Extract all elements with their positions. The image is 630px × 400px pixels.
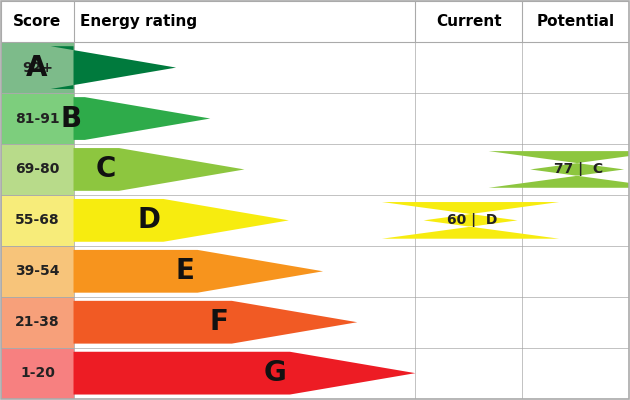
- Polygon shape: [74, 352, 415, 394]
- Bar: [1, 1, 629, 42]
- Bar: [1, 144, 74, 195]
- Text: 21-38: 21-38: [15, 315, 60, 329]
- Text: 69-80: 69-80: [15, 162, 60, 176]
- Text: Potential: Potential: [536, 14, 614, 29]
- Bar: [1, 195, 74, 246]
- Text: 77 |  C: 77 | C: [554, 162, 603, 176]
- Text: F: F: [210, 308, 229, 336]
- Text: A: A: [26, 54, 47, 82]
- Text: C: C: [96, 156, 116, 184]
- Polygon shape: [74, 148, 244, 191]
- Text: 55-68: 55-68: [15, 213, 60, 227]
- Bar: [1, 348, 74, 399]
- Text: D: D: [137, 206, 160, 234]
- Text: Score: Score: [13, 14, 62, 29]
- Polygon shape: [382, 202, 559, 239]
- Bar: [1, 42, 74, 93]
- Bar: [1, 246, 74, 297]
- Text: Current: Current: [436, 14, 501, 29]
- Text: 81-91: 81-91: [15, 112, 60, 126]
- Polygon shape: [74, 199, 289, 242]
- Text: G: G: [264, 359, 287, 387]
- Text: B: B: [60, 104, 82, 132]
- Text: 92+: 92+: [22, 60, 53, 74]
- Polygon shape: [74, 250, 323, 293]
- Polygon shape: [74, 301, 357, 344]
- Bar: [1, 93, 74, 144]
- Bar: [1, 297, 74, 348]
- Text: 1-20: 1-20: [20, 366, 55, 380]
- Polygon shape: [74, 97, 210, 140]
- Text: E: E: [176, 257, 195, 285]
- Polygon shape: [50, 46, 176, 89]
- Text: Energy rating: Energy rating: [80, 14, 197, 29]
- Text: 60 |  D: 60 | D: [447, 213, 497, 227]
- Text: 39-54: 39-54: [15, 264, 60, 278]
- Polygon shape: [489, 151, 630, 188]
